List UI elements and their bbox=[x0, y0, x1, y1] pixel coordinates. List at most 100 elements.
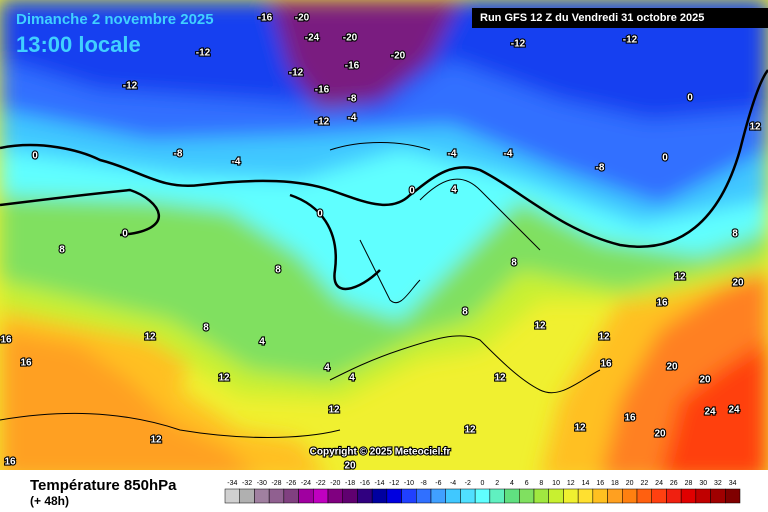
isotherm-label: 12 bbox=[598, 332, 610, 343]
isotherm-label: 0 bbox=[687, 93, 693, 104]
scale-label: 16 bbox=[596, 480, 604, 487]
isotherm-label: 16 bbox=[600, 359, 612, 370]
scale-swatch bbox=[636, 488, 652, 504]
scale-swatch bbox=[533, 488, 549, 504]
scale-swatch bbox=[622, 488, 638, 504]
isotherm-label: 4 bbox=[259, 337, 265, 348]
isotherm-label: -20 bbox=[295, 13, 310, 24]
isotherm-label: 12 bbox=[464, 425, 476, 436]
scale-swatch bbox=[327, 488, 343, 504]
scale-label: -34 bbox=[227, 480, 237, 487]
scale-label: 12 bbox=[567, 480, 575, 487]
scale-label: 14 bbox=[582, 480, 590, 487]
isotherm-label: 12 bbox=[144, 332, 156, 343]
scale-swatch bbox=[239, 488, 255, 504]
isotherm-label: 0 bbox=[317, 209, 323, 220]
isotherm-label: 4 bbox=[451, 185, 457, 196]
scale-swatch bbox=[283, 488, 299, 504]
isotherm-label: 16 bbox=[0, 335, 12, 346]
scale-label: -28 bbox=[271, 480, 281, 487]
scale-swatch bbox=[651, 488, 667, 504]
scale-swatch bbox=[298, 488, 314, 504]
scale-label: -24 bbox=[301, 480, 311, 487]
isotherm-label: 12 bbox=[218, 373, 230, 384]
copyright: Copyright © 2025 Meteociel.fr bbox=[310, 447, 451, 458]
isotherm-label: 4 bbox=[324, 363, 330, 374]
isotherm-label: -16 bbox=[258, 13, 273, 24]
scale-label: -12 bbox=[389, 480, 399, 487]
isotherm-label: 4 bbox=[349, 373, 355, 384]
scale-swatch bbox=[357, 488, 373, 504]
scale-swatch bbox=[489, 488, 505, 504]
scale-label: -30 bbox=[257, 480, 267, 487]
scale-swatch bbox=[519, 488, 535, 504]
scale-label: -4 bbox=[450, 480, 456, 487]
scale-swatch bbox=[725, 488, 741, 504]
scale-swatch bbox=[224, 488, 240, 504]
scale-label: -32 bbox=[242, 480, 252, 487]
scale-swatch bbox=[710, 488, 726, 504]
scale-swatch bbox=[268, 488, 285, 504]
isotherm-label: -8 bbox=[596, 163, 605, 174]
scale-swatch bbox=[342, 488, 358, 504]
isotherm-label: -4 bbox=[348, 113, 357, 124]
isotherm-label: 8 bbox=[511, 258, 517, 269]
scale-swatch bbox=[695, 488, 711, 504]
scale-label: 26 bbox=[670, 480, 678, 487]
scale-label: -20 bbox=[330, 480, 340, 487]
isotherm-label: 20 bbox=[654, 429, 666, 440]
isotherm-label: -8 bbox=[348, 94, 357, 105]
zero-isotherm bbox=[0, 69, 768, 290]
isotherm-label: 0 bbox=[122, 229, 128, 240]
isotherm-label: 20 bbox=[699, 375, 711, 386]
scale-swatch bbox=[445, 488, 461, 504]
isotherm-label: -12 bbox=[123, 81, 138, 92]
isotherm-label: -4 bbox=[448, 149, 457, 160]
isotherm-label: -12 bbox=[315, 117, 330, 128]
scale-label: 22 bbox=[640, 480, 648, 487]
isotherm-label: -12 bbox=[623, 35, 638, 46]
scale-label: -16 bbox=[360, 480, 370, 487]
isotherm-label: -20 bbox=[343, 33, 358, 44]
isotherm-label: 24 bbox=[728, 405, 740, 416]
scale-label: -8 bbox=[421, 480, 427, 487]
scale-swatch bbox=[460, 488, 476, 504]
scale-swatch bbox=[430, 488, 446, 504]
temperature-field bbox=[0, 0, 768, 470]
isotherm-label: 12 bbox=[494, 373, 506, 384]
scale-label: 2 bbox=[495, 480, 499, 487]
color-scale: -34 -32 -30 -28 -26 -24 -22 -20 -18 -16 -14 -12 -10-… bbox=[224, 480, 741, 504]
scale-swatch bbox=[577, 488, 594, 504]
map-labels: -16 -20 -24 -20 -12 -16 -20 -12 -12 -16 -8 -12 -4 -12… bbox=[0, 12, 762, 473]
scale-swatch bbox=[386, 488, 402, 504]
isotherm-label: 24 bbox=[704, 407, 716, 418]
date-title: Dimanche 2 novembre 2025 bbox=[16, 11, 214, 28]
scale-label: 30 bbox=[699, 480, 707, 487]
scale-swatch bbox=[666, 488, 682, 504]
isotherm-label: 12 bbox=[150, 435, 162, 446]
isotherm-label: 16 bbox=[20, 358, 32, 369]
scale-swatch bbox=[401, 488, 417, 504]
scale-label: -18 bbox=[345, 480, 355, 487]
isotherm-label: 0 bbox=[409, 186, 415, 197]
scale-label: 34 bbox=[729, 480, 737, 487]
scale-label: 6 bbox=[525, 480, 529, 487]
isotherm-label: 12 bbox=[674, 272, 686, 283]
isotherm-label: -16 bbox=[315, 85, 330, 96]
scale-swatch bbox=[592, 488, 608, 504]
scale-swatch bbox=[313, 488, 329, 504]
isotherm-label: -4 bbox=[232, 157, 241, 168]
scale-swatch bbox=[504, 488, 520, 504]
scale-label: -10 bbox=[404, 480, 414, 487]
isotherm-label: 12 bbox=[574, 423, 586, 434]
isotherm-label: 20 bbox=[732, 278, 744, 289]
isotherm-label: -12 bbox=[289, 68, 304, 79]
isotherm-label: -12 bbox=[196, 48, 211, 59]
scale-swatch bbox=[680, 488, 697, 504]
isotherm-label: -24 bbox=[305, 33, 320, 44]
scale-swatch bbox=[254, 488, 270, 504]
isotherm-label: 8 bbox=[59, 245, 65, 256]
isotherm-label: 8 bbox=[462, 307, 468, 318]
isotherm-label: 8 bbox=[732, 229, 738, 240]
